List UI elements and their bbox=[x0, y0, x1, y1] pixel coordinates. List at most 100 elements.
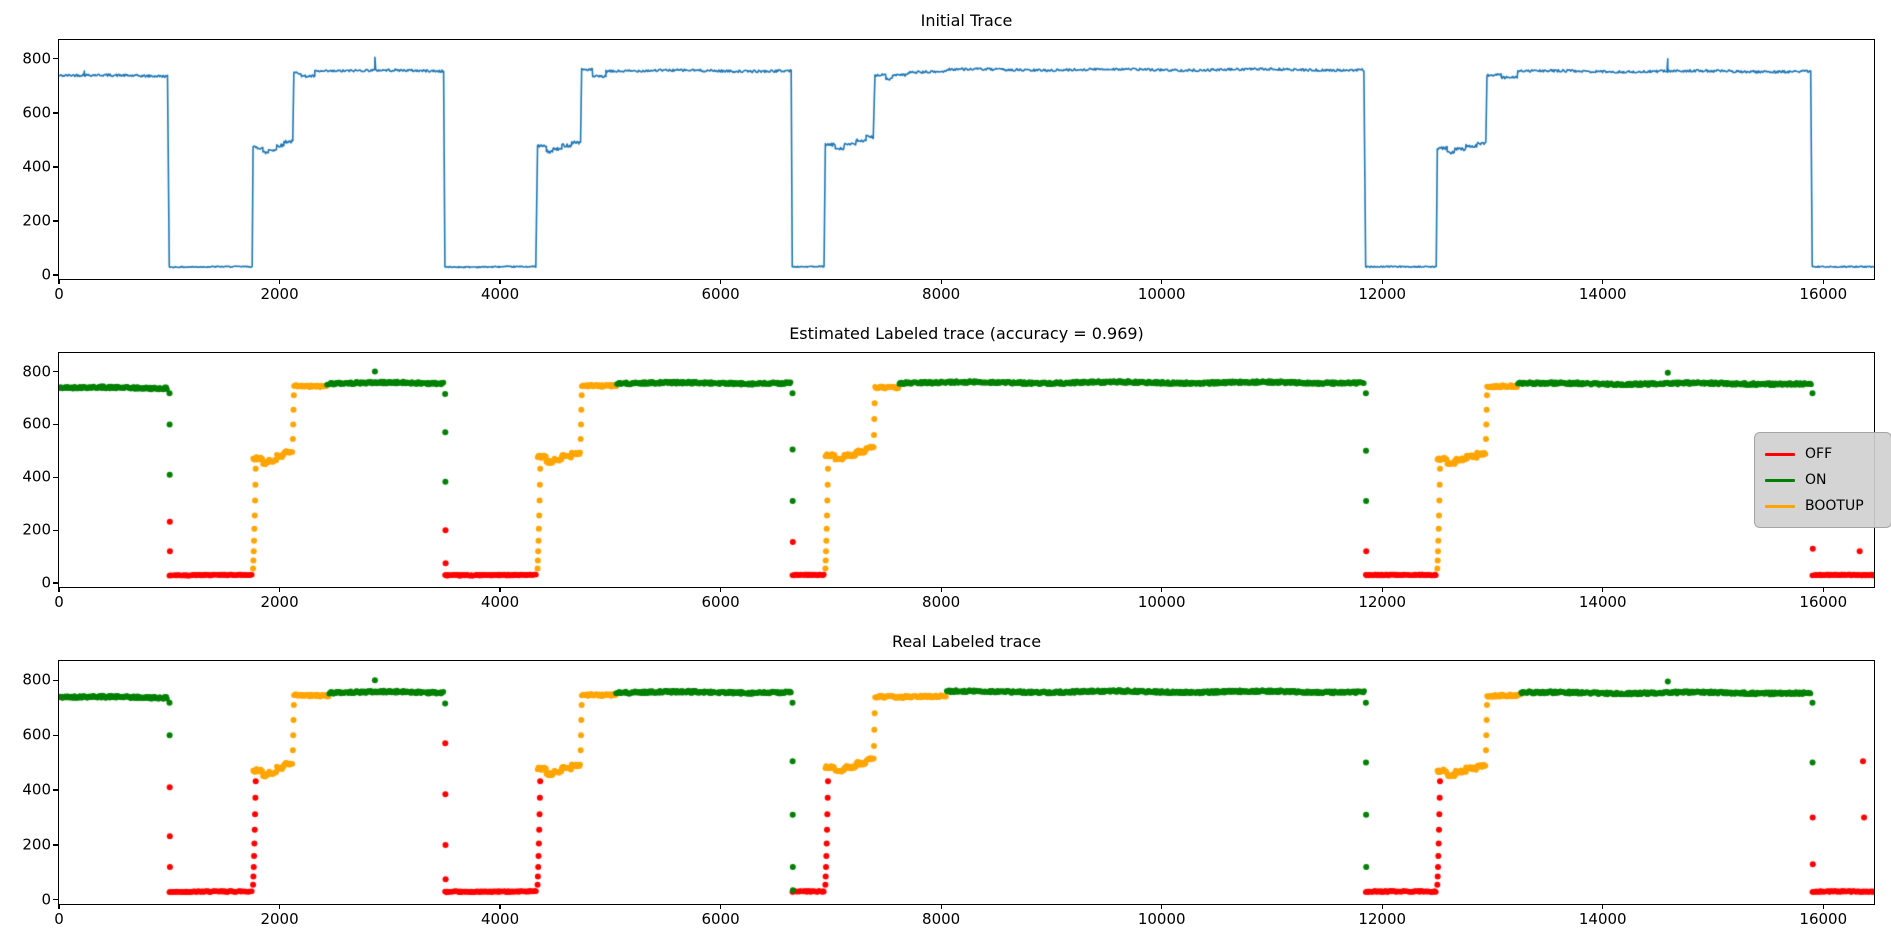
x-tick-mark bbox=[1822, 587, 1824, 592]
y-tick-label: 400 bbox=[22, 467, 51, 486]
x-tick-label: 16000 bbox=[1799, 910, 1848, 928]
y-tick-label: 200 bbox=[22, 211, 51, 230]
legend-line-on-swatch bbox=[1765, 478, 1795, 482]
x-tick-label: 12000 bbox=[1358, 910, 1407, 928]
x-tick-mark bbox=[940, 279, 942, 284]
x-tick-label: 6000 bbox=[701, 593, 740, 611]
x-tick-mark bbox=[720, 904, 722, 909]
y-tick-label: 0 bbox=[41, 573, 51, 592]
y-tick-mark bbox=[53, 789, 58, 791]
x-tick-mark bbox=[499, 904, 501, 909]
x-tick-label: 0 bbox=[54, 593, 64, 611]
estimated-labeled-trace-canvas bbox=[59, 353, 1874, 587]
y-tick-label: 400 bbox=[22, 157, 51, 176]
y-tick-label: 800 bbox=[22, 362, 51, 380]
y-tick-label: 400 bbox=[22, 780, 51, 799]
x-tick-label: 12000 bbox=[1358, 285, 1407, 303]
x-tick-label: 16000 bbox=[1799, 285, 1848, 303]
legend-item-on: ON bbox=[1765, 467, 1881, 493]
plot-title-estimated-labeled-trace: Estimated Labeled trace (accuracy = 0.96… bbox=[789, 324, 1144, 343]
x-tick-label: 4000 bbox=[480, 285, 520, 303]
x-tick-mark bbox=[58, 587, 60, 592]
x-tick-label: 2000 bbox=[260, 285, 299, 303]
plot-area-real-labeled-trace: 0 2000 4000 6000 8000 10000 12000 14000 16000 0 20… bbox=[22, 660, 1875, 927]
x-tick-mark bbox=[940, 587, 942, 592]
x-tick-mark bbox=[1602, 904, 1604, 909]
x-tick-label: 12000 bbox=[1358, 593, 1407, 611]
plot-area-initial-trace: 0 2000 4000 6000 8000 10000 12000 14000 16000 0 20… bbox=[22, 39, 1875, 302]
y-tick-label: 600 bbox=[22, 414, 51, 433]
x-tick-label: 0 bbox=[54, 285, 64, 303]
x-tick-label: 10000 bbox=[1137, 593, 1186, 611]
legend: OFF ON BOOTUP bbox=[1754, 432, 1891, 528]
x-tick-label: 8000 bbox=[922, 285, 961, 303]
x-tick-mark bbox=[1381, 279, 1383, 284]
initial-trace-canvas bbox=[59, 40, 1874, 279]
y-tick-label: 600 bbox=[22, 725, 51, 744]
x-tick-mark bbox=[58, 279, 60, 284]
x-tick-label: 2000 bbox=[260, 910, 299, 928]
y-tick-label: 600 bbox=[22, 103, 51, 122]
y-tick-mark bbox=[53, 679, 58, 681]
x-tick-mark bbox=[1161, 587, 1163, 592]
x-tick-label: 10000 bbox=[1137, 910, 1186, 928]
x-tick-mark bbox=[720, 587, 722, 592]
x-tick-mark bbox=[1602, 587, 1604, 592]
y-tick-label: 800 bbox=[22, 670, 51, 689]
y-tick-mark bbox=[53, 423, 58, 425]
plot-title-initial-trace: Initial Trace bbox=[920, 11, 1013, 30]
y-tick-label: 800 bbox=[22, 49, 51, 68]
x-tick-label: 10000 bbox=[1137, 285, 1186, 303]
x-tick-label: 16000 bbox=[1799, 593, 1848, 611]
y-tick-mark bbox=[53, 476, 58, 478]
x-tick-label: 14000 bbox=[1578, 285, 1627, 303]
x-tick-label: 6000 bbox=[701, 910, 740, 928]
y-tick-mark bbox=[53, 274, 58, 276]
y-tick-mark bbox=[53, 734, 58, 736]
x-tick-mark bbox=[1161, 279, 1163, 284]
y-tick-mark bbox=[53, 220, 58, 222]
x-tick-mark bbox=[499, 279, 501, 284]
x-tick-label: 6000 bbox=[701, 285, 740, 303]
x-tick-label: 0 bbox=[54, 910, 64, 928]
y-tick-mark bbox=[53, 899, 58, 901]
y-tick-mark bbox=[53, 112, 58, 114]
x-tick-label: 2000 bbox=[260, 593, 299, 611]
x-tick-mark bbox=[278, 904, 281, 909]
y-tick-mark bbox=[53, 58, 58, 60]
legend-item-off: OFF bbox=[1765, 441, 1881, 467]
legend-label-on: ON bbox=[1805, 472, 1827, 488]
y-tick-label: 200 bbox=[22, 520, 51, 539]
legend-label-off: OFF bbox=[1805, 446, 1833, 462]
x-tick-label: 8000 bbox=[922, 910, 961, 928]
x-tick-mark bbox=[940, 904, 942, 909]
x-tick-mark bbox=[1161, 904, 1163, 909]
x-tick-label: 4000 bbox=[480, 593, 520, 611]
y-tick-label: 0 bbox=[41, 265, 51, 284]
x-tick-mark bbox=[1602, 279, 1604, 284]
y-tick-mark bbox=[53, 529, 58, 531]
legend-label-bootup: BOOTUP bbox=[1805, 498, 1864, 514]
plot-title-real-labeled-trace: Real Labeled trace bbox=[891, 632, 1042, 651]
y-tick-mark bbox=[53, 370, 58, 373]
legend-line-bootup-swatch bbox=[1765, 504, 1795, 508]
legend-line-off-swatch bbox=[1765, 452, 1795, 456]
x-tick-mark bbox=[1822, 279, 1824, 284]
x-tick-mark bbox=[720, 279, 722, 284]
x-tick-mark bbox=[278, 279, 281, 284]
x-tick-label: 14000 bbox=[1578, 910, 1627, 928]
y-tick-label: 0 bbox=[41, 890, 51, 909]
y-tick-mark bbox=[53, 166, 58, 168]
real-labeled-trace-canvas bbox=[59, 661, 1874, 904]
x-tick-mark bbox=[499, 587, 501, 592]
plot-area-estimated-labeled-trace: OFF ON BOOTUP 0 2000 4000 6000 8000 10000 1200… bbox=[22, 352, 1891, 610]
x-tick-label: 4000 bbox=[480, 910, 520, 928]
x-tick-mark bbox=[1822, 904, 1824, 909]
x-tick-mark bbox=[278, 587, 281, 592]
x-tick-label: 14000 bbox=[1578, 593, 1627, 611]
x-tick-mark bbox=[1381, 904, 1383, 909]
legend-item-bootup: BOOTUP bbox=[1765, 493, 1881, 519]
x-tick-mark bbox=[58, 904, 60, 909]
x-tick-mark bbox=[1381, 587, 1383, 592]
